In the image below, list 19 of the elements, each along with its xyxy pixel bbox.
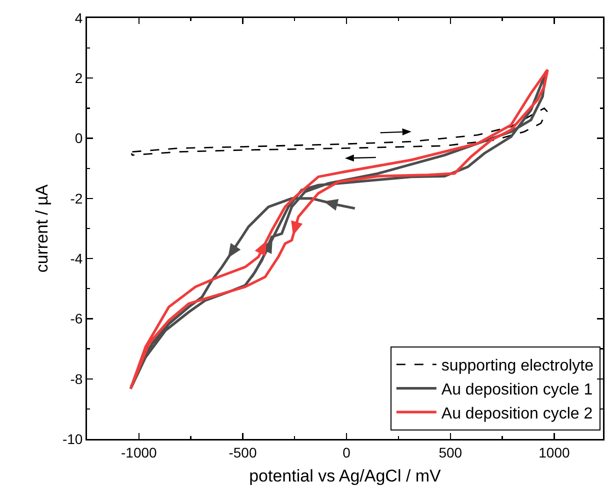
y-tick-label: -2	[70, 190, 83, 206]
x-tick-label: 500	[438, 444, 462, 460]
x-tick-label: -1000	[121, 444, 158, 460]
x-tick-label: 0	[342, 444, 351, 460]
x-axis-title: potential vs Ag/AgCl / mV	[249, 466, 442, 486]
x-tick-label: 1000	[538, 444, 570, 460]
y-tick-label: 2	[74, 70, 83, 86]
legend-label: Au deposition cycle 1	[441, 382, 593, 399]
y-tick-label: -6	[70, 310, 83, 327]
y-tick-label: 4	[74, 10, 83, 26]
y-axis-title: current / µA	[32, 184, 52, 273]
legend-label: supporting electrolyte	[441, 358, 594, 375]
y-tick-label: 0	[74, 130, 83, 146]
x-tick-label: -500	[228, 444, 257, 460]
y-tick-label: -10	[62, 430, 83, 447]
line-series	[130, 108, 548, 156]
legend-label: Au deposition cycle 2	[441, 405, 593, 422]
y-tick-label: -4	[70, 250, 83, 266]
y-tick-label: -8	[70, 370, 83, 387]
